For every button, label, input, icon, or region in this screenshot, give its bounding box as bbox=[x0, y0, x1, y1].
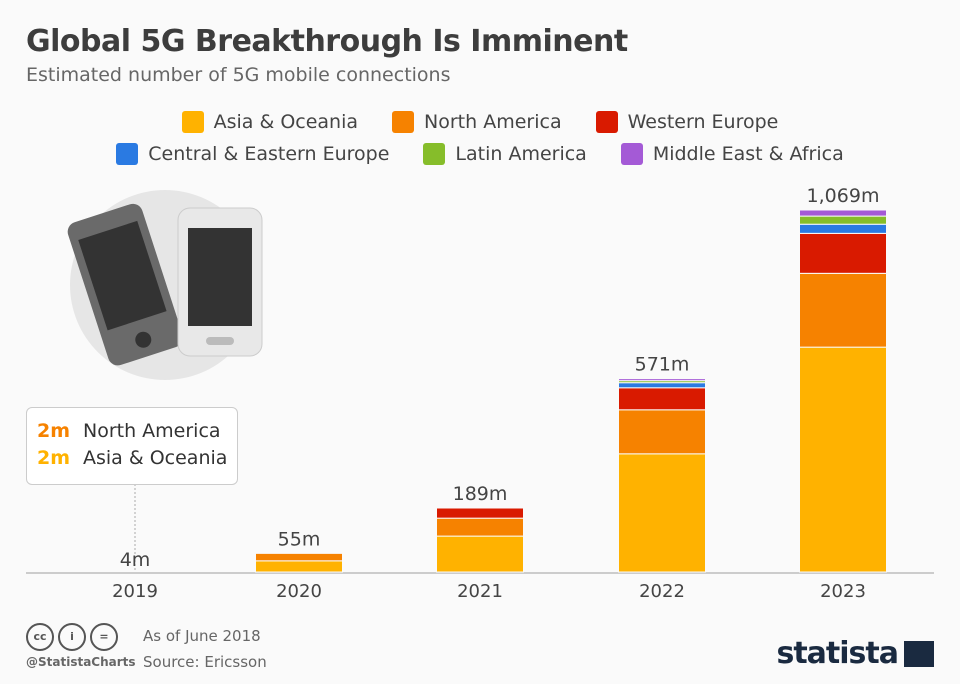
x-tick-label: 2021 bbox=[457, 581, 503, 602]
bar-segment bbox=[618, 378, 706, 382]
x-tick-label: 2020 bbox=[276, 581, 322, 602]
legend-item: Latin America bbox=[423, 143, 587, 165]
callout-value: 2m bbox=[37, 420, 71, 442]
statista-logo[interactable]: statista bbox=[776, 636, 934, 671]
legend-item: North America bbox=[392, 111, 562, 133]
legend-label: Western Europe bbox=[627, 111, 779, 133]
legend-item: Central & Eastern Europe bbox=[116, 143, 389, 165]
chart-subtitle: Estimated number of 5G mobile connection… bbox=[26, 64, 451, 86]
bar-segment bbox=[255, 560, 343, 573]
legend-item: Asia & Oceania bbox=[181, 111, 359, 133]
brand-text: statista bbox=[776, 636, 899, 671]
callout-label: Asia & Oceania bbox=[83, 447, 228, 469]
total-label: 55m bbox=[278, 528, 321, 550]
total-label: 4m bbox=[120, 549, 151, 571]
bar-segment bbox=[799, 215, 887, 225]
bar-segment bbox=[799, 232, 887, 274]
legend-swatch bbox=[423, 143, 446, 165]
statista-mark-icon bbox=[904, 640, 934, 667]
callout-label: North America bbox=[83, 420, 221, 442]
bar-segment bbox=[618, 453, 706, 573]
legend-label: Middle East & Africa bbox=[652, 143, 844, 165]
bar-segment bbox=[436, 517, 524, 537]
x-tick-label: 2023 bbox=[820, 581, 866, 602]
total-label: 189m bbox=[453, 483, 508, 505]
phones-illustration bbox=[67, 190, 263, 380]
bar-segment bbox=[799, 209, 887, 217]
x-tick-label: 2022 bbox=[639, 581, 685, 602]
total-label: 1,069m bbox=[807, 185, 880, 207]
nd-icon: = bbox=[90, 623, 118, 651]
bar-segment bbox=[618, 387, 706, 411]
bar-segment bbox=[799, 346, 887, 573]
callout-2019: 2m North America 2m Asia & Oceania bbox=[26, 407, 238, 485]
legend-item: Middle East & Africa bbox=[620, 143, 844, 165]
legend-label: North America bbox=[424, 111, 562, 133]
legend-swatch bbox=[392, 111, 415, 133]
callout-value: 2m bbox=[37, 447, 71, 469]
footer-handle: @StatistaCharts bbox=[26, 655, 136, 669]
legend-label: Asia & Oceania bbox=[213, 111, 359, 133]
legend-swatch bbox=[116, 143, 139, 165]
legend-swatch bbox=[620, 143, 643, 165]
bar-segment bbox=[618, 409, 706, 455]
legend-label: Latin America bbox=[455, 143, 587, 165]
bar-segment bbox=[799, 272, 887, 348]
legend-label: Central & Eastern Europe bbox=[148, 143, 390, 165]
bar-segment bbox=[799, 223, 887, 234]
legend-row-1: Asia & Oceania North America Western Europ… bbox=[0, 111, 960, 133]
cc-icon: cc bbox=[26, 623, 54, 651]
bar-segment bbox=[436, 507, 524, 519]
chart-title: Global 5G Breakthrough Is Imminent bbox=[26, 24, 628, 59]
total-label: 571m bbox=[635, 354, 690, 376]
footer-date: As of June 2018 bbox=[143, 627, 261, 645]
legend-row-2: Central & Eastern Europe Latin America Mid… bbox=[0, 143, 960, 165]
legend-swatch bbox=[181, 111, 204, 133]
footer-source: Source: Ericsson bbox=[143, 653, 267, 671]
legend-swatch bbox=[595, 111, 618, 133]
by-icon: i bbox=[58, 623, 86, 651]
bar-segment bbox=[255, 552, 343, 562]
x-tick-label: 2019 bbox=[112, 581, 158, 602]
bar-segment bbox=[436, 535, 524, 573]
bar-segment bbox=[618, 382, 706, 389]
legend-item: Western Europe bbox=[595, 111, 779, 133]
